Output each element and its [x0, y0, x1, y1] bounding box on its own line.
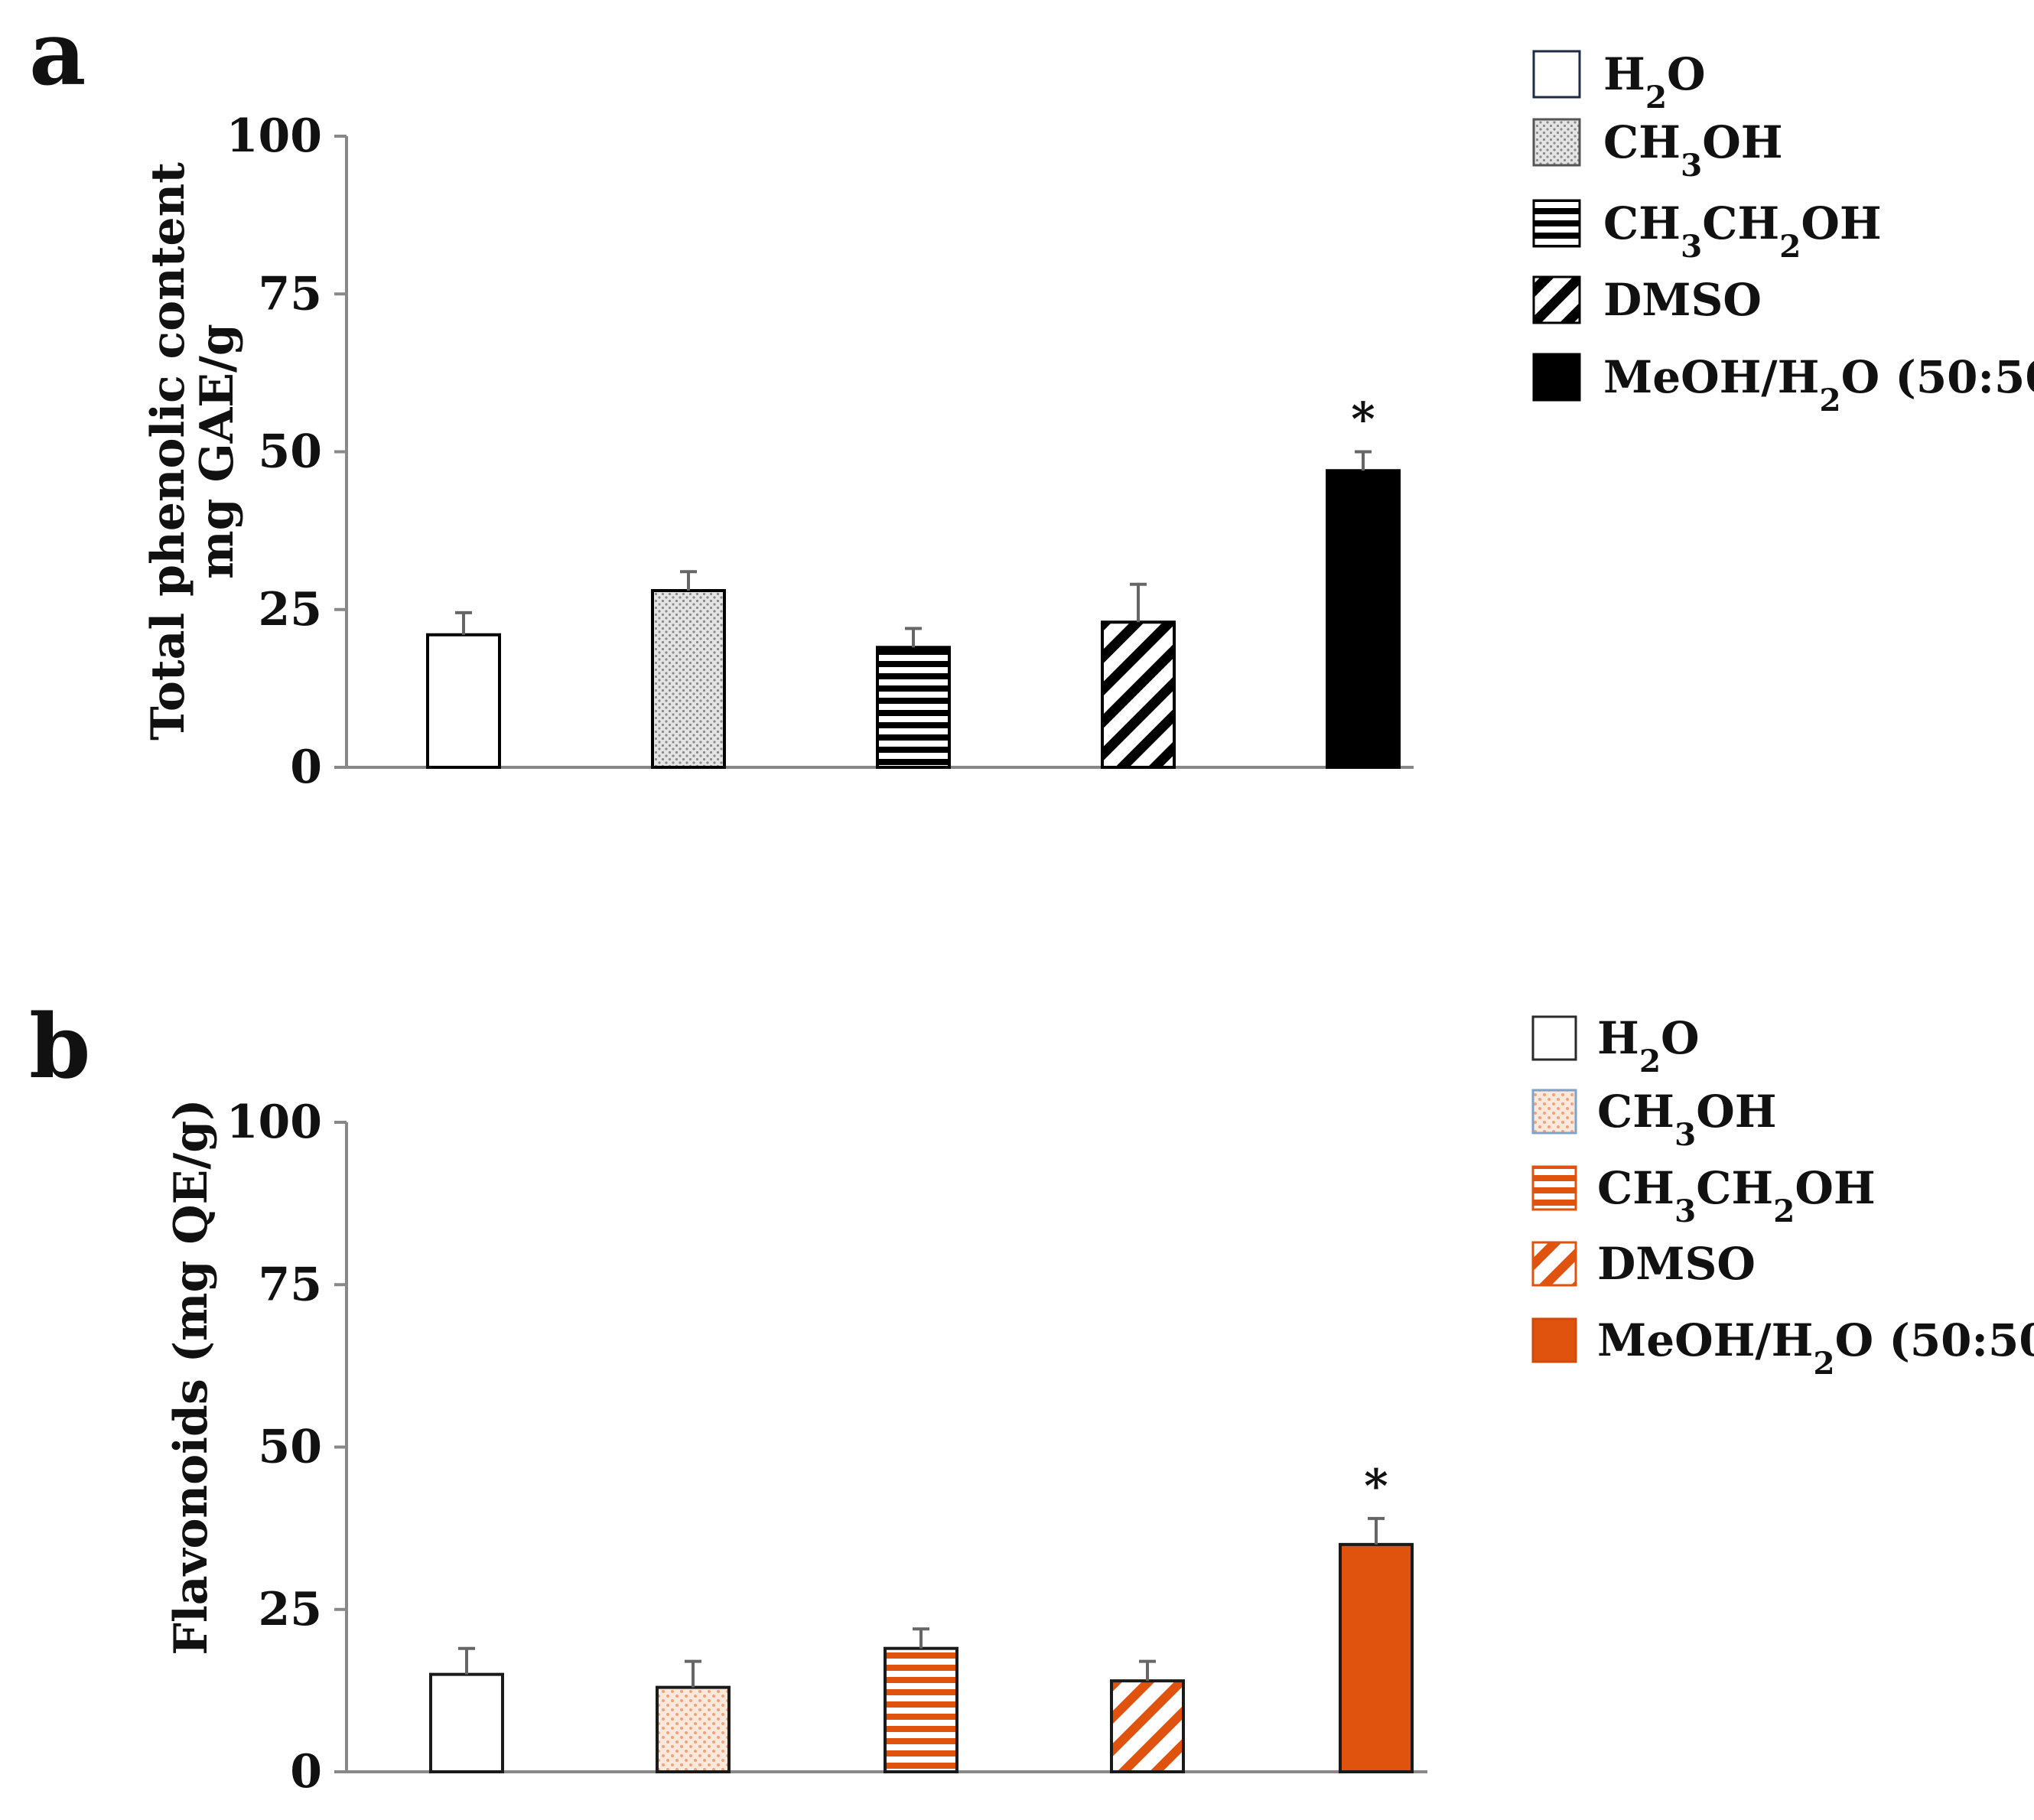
y-axis-label-line: Total phenolic content [142, 162, 195, 741]
legend-swatch [1532, 118, 1581, 167]
y-axis-label: Total phenolic contentmg GAE/g [142, 162, 244, 741]
y-tick-label: 25 [259, 1583, 323, 1636]
legend-label: CH3OH [1603, 116, 1783, 184]
bar [1101, 620, 1176, 769]
legend-swatch [1532, 275, 1581, 324]
legend-swatch [1532, 353, 1581, 402]
bar [1339, 1542, 1414, 1773]
significance-marker: * [1351, 393, 1375, 447]
bar [656, 1685, 731, 1773]
legend-swatch [1532, 199, 1581, 248]
y-tick-label: 0 [290, 1745, 322, 1799]
y-tick-label: 0 [290, 741, 322, 794]
legend-label: CH3OH [1597, 1086, 1777, 1153]
y-tick-label: 50 [259, 425, 323, 479]
legend-label: MeOH/H2O (50:50) [1597, 1314, 2034, 1382]
legend-label: CH3CH2OH [1597, 1162, 1876, 1229]
legend-swatch [1531, 1089, 1577, 1135]
y-tick-label: 75 [259, 1258, 323, 1311]
bar [1326, 469, 1401, 769]
y-tick-label: 50 [259, 1421, 323, 1474]
legend-label: DMSO [1597, 1238, 1756, 1290]
bar [876, 646, 951, 769]
legend: H2O CH3OH CH3CH2OH DMSO MeOH/H2O (50:50) [1531, 1012, 2034, 1382]
panel-letter: b [29, 995, 90, 1099]
panel-a: a Total phenolic contentmg GAE/g 0 25 50 75… [29, 2, 2034, 794]
significance-marker: * [1364, 1460, 1388, 1513]
bar [884, 1646, 958, 1773]
legend-swatch [1531, 1015, 1577, 1061]
y-axis-title: Total phenolic contentmg GAE/g [142, 162, 244, 741]
bars: * [426, 393, 1401, 769]
legend-swatch [1531, 1165, 1577, 1211]
y-axis-label-line: Flavonoids (mg QE/g) [164, 1099, 218, 1655]
legend-label: MeOH/H2O (50:50) [1603, 351, 2034, 418]
y-tick-label: 25 [259, 583, 323, 637]
legend-label: DMSO [1603, 274, 1762, 326]
panel-b: b Flavonoids (mg QE/g) 0 25 50 75 100 * H2O C… [29, 995, 2034, 1799]
legend-swatch [1531, 1241, 1577, 1287]
bar [426, 633, 501, 769]
y-axis-label-line: mg GAE/g [190, 324, 244, 579]
legend-label: H2O [1603, 48, 1706, 116]
legend-swatch [1531, 1317, 1577, 1363]
legend-label: H2O [1597, 1012, 1700, 1079]
bars: * [429, 1460, 1414, 1773]
legend-label: CH3CH2OH [1603, 197, 1882, 265]
axes: 0 25 50 75 100 [226, 109, 1414, 794]
y-axis-label: Flavonoids (mg QE/g) [164, 1099, 218, 1655]
y-tick-label: 100 [226, 1096, 322, 1149]
bar [651, 589, 726, 769]
y-tick-label: 75 [259, 267, 323, 321]
bar [429, 1672, 504, 1773]
axes: 0 25 50 75 100 [226, 1096, 1427, 1799]
bar [1110, 1679, 1185, 1773]
y-axis-title: Flavonoids (mg QE/g) [164, 1099, 218, 1655]
legend-swatch [1532, 50, 1581, 99]
y-tick-label: 100 [226, 109, 322, 163]
panel-letter: a [29, 2, 86, 106]
